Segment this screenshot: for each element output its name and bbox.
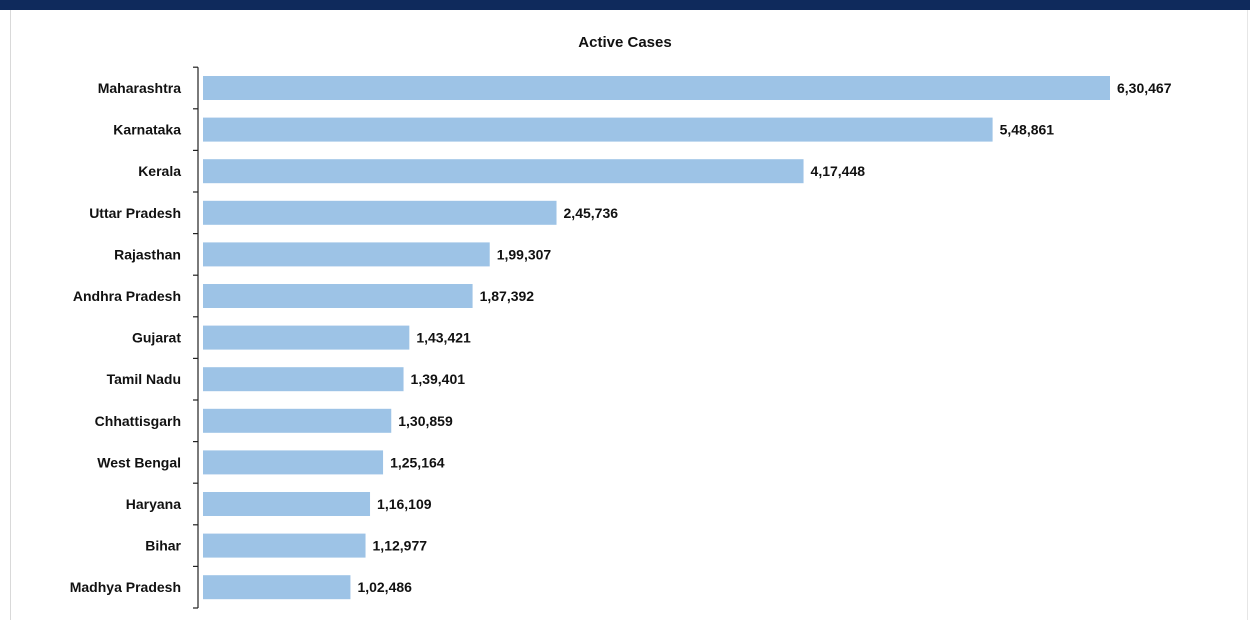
- frame-left-border: [10, 10, 11, 620]
- value-label: 1,16,109: [377, 496, 432, 512]
- category-label: Chhattisgarh: [95, 413, 181, 429]
- category-label: West Bengal: [97, 454, 181, 470]
- bar-madhya-pradesh: [203, 575, 351, 600]
- bar-uttar-pradesh: [203, 200, 557, 225]
- value-label: 1,12,977: [373, 538, 428, 554]
- value-label: 1,30,859: [398, 413, 453, 429]
- value-label: 1,39,401: [411, 371, 466, 387]
- bar-maharashtra: [203, 76, 1110, 100]
- category-label: Andhra Pradesh: [73, 288, 181, 304]
- frame-right-border: [1247, 10, 1248, 620]
- value-label: 1,87,392: [480, 288, 535, 304]
- category-label: Karnataka: [113, 122, 181, 138]
- value-label: 5,48,861: [1000, 122, 1055, 138]
- category-label: Rajasthan: [114, 246, 181, 262]
- bar-kerala: [203, 159, 804, 184]
- value-label: 4,17,448: [811, 163, 866, 179]
- chart-title: Active Cases: [578, 34, 672, 51]
- value-label: 1,43,421: [416, 330, 471, 346]
- bar-andhra-pradesh: [203, 284, 473, 308]
- category-label: Haryana: [126, 496, 181, 512]
- value-label: 1,02,486: [357, 579, 412, 595]
- value-label: 6,30,467: [1117, 80, 1172, 96]
- bar-bihar: [203, 533, 366, 558]
- value-label: 1,25,164: [390, 454, 445, 470]
- bar-rajasthan: [203, 242, 490, 267]
- category-label: Kerala: [138, 163, 181, 179]
- category-label: Gujarat: [132, 330, 181, 346]
- category-label: Bihar: [145, 538, 181, 554]
- bar-west-bengal: [203, 450, 384, 475]
- bar-gujarat: [203, 325, 410, 350]
- bar-chhattisgarh: [203, 408, 392, 433]
- category-label: Uttar Pradesh: [89, 205, 181, 221]
- bar-tamil-nadu: [203, 367, 404, 392]
- category-label: Madhya Pradesh: [70, 579, 181, 595]
- value-label: 2,45,736: [564, 205, 619, 221]
- top-frame-bar: [0, 0, 1250, 10]
- bar-karnataka: [203, 117, 993, 142]
- bar-haryana: [203, 492, 371, 516]
- value-label: 1,99,307: [497, 246, 552, 262]
- category-label: Maharashtra: [98, 80, 181, 96]
- category-label: Tamil Nadu: [107, 371, 181, 387]
